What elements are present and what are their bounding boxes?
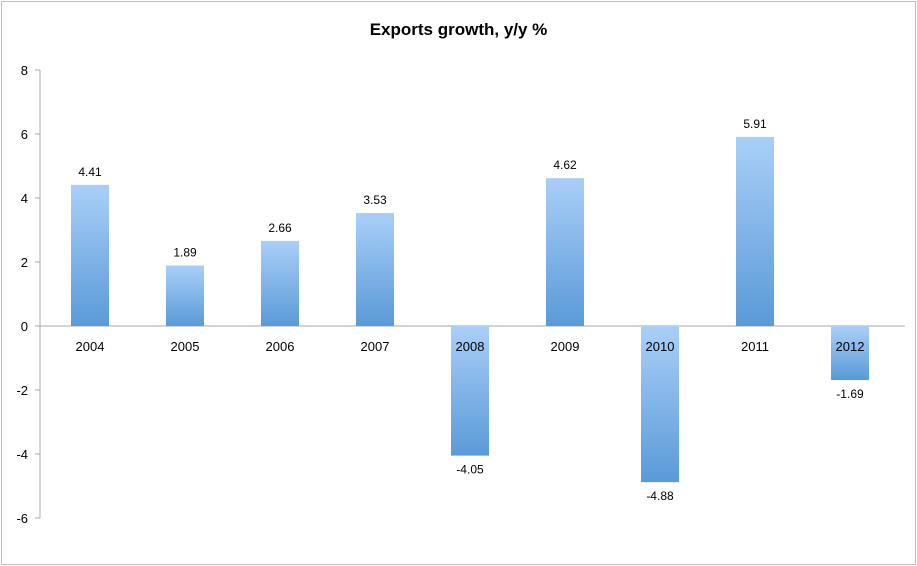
data-label: 4.41 — [78, 165, 102, 179]
bar — [356, 213, 394, 326]
bar — [261, 240, 299, 326]
data-label: -4.05 — [456, 463, 484, 477]
data-label: 4.62 — [553, 158, 577, 172]
x-tick-label: 2008 — [456, 339, 485, 354]
y-tick-label: -4 — [16, 447, 28, 462]
y-tick-label: 6 — [21, 127, 28, 142]
y-tick-label: 8 — [21, 63, 28, 78]
x-tick-label: 2010 — [646, 339, 675, 354]
x-tick-label: 2004 — [76, 339, 105, 354]
y-tick-label: -2 — [16, 383, 28, 398]
bar — [166, 265, 204, 326]
bar — [831, 326, 869, 381]
y-tick-label: 4 — [21, 191, 28, 206]
y-tick-label: 2 — [21, 255, 28, 270]
chart-title: Exports growth, y/y % — [369, 20, 548, 39]
x-tick-label: 2011 — [741, 339, 769, 354]
bar — [546, 178, 584, 326]
data-label: 2.66 — [268, 221, 292, 235]
y-tick-label: 0 — [21, 319, 28, 334]
x-tick-label: 2005 — [171, 339, 200, 354]
bar — [451, 326, 489, 456]
data-label: 5.91 — [743, 117, 767, 131]
data-label: -4.88 — [646, 489, 674, 503]
data-label: 3.53 — [363, 193, 387, 207]
data-label: 1.89 — [173, 246, 197, 260]
x-tick-label: 2012 — [836, 339, 865, 354]
x-tick-label: 2009 — [551, 339, 580, 354]
x-tick-label: 2006 — [266, 339, 295, 354]
bar — [71, 184, 109, 326]
y-tick-label: -6 — [16, 511, 28, 526]
bar — [641, 326, 679, 483]
bar — [736, 136, 774, 326]
x-tick-label: 2007 — [361, 339, 390, 354]
data-label: -1.69 — [836, 387, 864, 401]
